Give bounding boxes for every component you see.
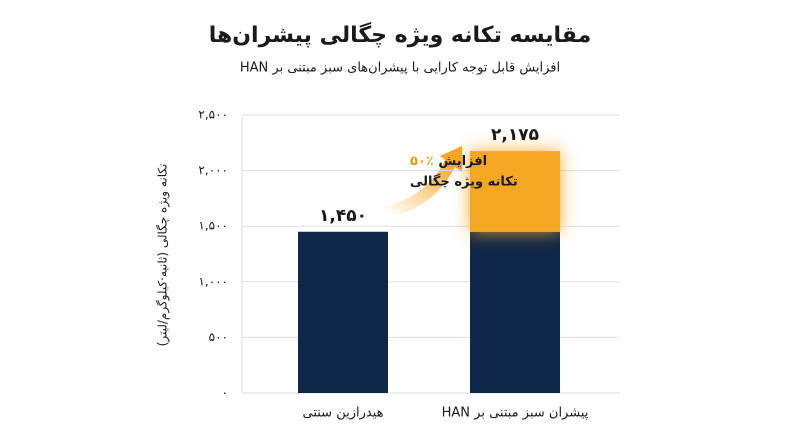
bar [470, 151, 560, 232]
annotation-highlight: ٪۵۰ [410, 154, 434, 169]
annotation-line2: تکانه ویژه چگالی [410, 174, 518, 190]
chart-subtitle: افزایش قابل توجه کارایی با پیشران‌های سب… [240, 61, 560, 76]
x-tick-label: هیدرازین سنتی [303, 406, 384, 421]
annotation-arrow [379, 154, 458, 218]
value-label: ۱,۴۵۰ [319, 206, 367, 226]
y-tick-label: ۵۰۰ [209, 330, 228, 344]
y-tick-label: ۰ [222, 386, 228, 400]
chart-title: مقایسه تکانه ویژه چگالی پیشران‌ها [209, 21, 591, 48]
y-axis-label: تکانه ویژه چگالی (ثانیه·کیلوگرم/لیتر) [156, 164, 171, 347]
annotation: افزایش ٪۵۰ [410, 154, 487, 169]
y-tick-label: ۲,۰۰۰ [198, 163, 228, 177]
annotation-text: افزایش [438, 154, 487, 169]
annotation-arrowhead [440, 146, 462, 172]
y-tick-label: ۱,۰۰۰ [198, 274, 228, 288]
bar [470, 231, 560, 393]
bar [298, 231, 388, 393]
y-tick-label: ۲,۵۰۰ [198, 108, 228, 122]
x-tick-label: پیشران سبز مبتنی بر HAN [442, 406, 589, 421]
value-label: ۲,۱۷۵ [491, 125, 539, 145]
y-tick-label: ۱,۵۰۰ [198, 219, 228, 233]
